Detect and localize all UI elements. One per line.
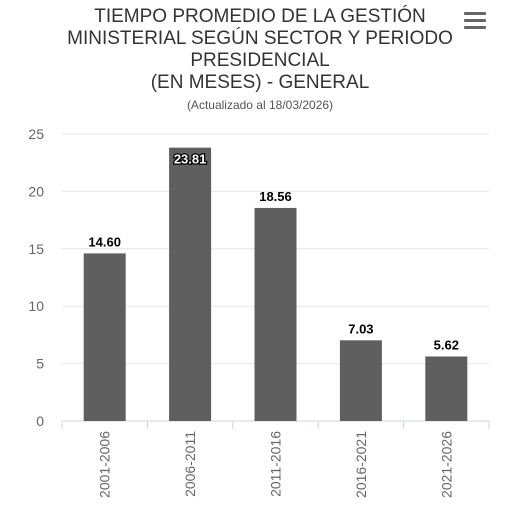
x-tick-label: 2021-2026 [438,431,454,498]
menu-line-icon [464,19,486,22]
x-tick-label: 2006-2011 [182,431,198,497]
y-tick-label: 10 [28,298,44,314]
data-label: 14.60 [88,234,121,249]
y-tick-label: 5 [36,356,44,372]
bar [339,340,382,421]
bar [83,253,126,421]
bar [169,147,212,421]
y-tick-label: 0 [36,413,44,429]
chart-subtitle: (Actualizado al 18/03/2026) [186,98,334,112]
data-label: 7.03 [348,321,373,336]
x-tick-label: 2011-2016 [268,431,284,497]
bar [425,356,468,421]
x-tick-label: 2001-2006 [97,431,113,498]
x-tick-label: 2016-2021 [353,431,369,498]
chart-title-line-4: (EN MESES) - GENERAL [150,72,370,93]
x-axis-ticks: 2001-2006 2006-2011 2011-2016 2016-2021 2021… [61,421,490,498]
y-tick-label: 20 [28,183,44,199]
y-tick-label: 15 [28,241,44,257]
data-label: 23.81 [174,152,207,167]
data-label: 5.62 [434,337,459,352]
menu-line-icon [464,12,486,15]
chart-title-line-1: TIEMPO PROMEDIO DE LA GESTIÓN [94,6,426,27]
chart-title-line-2: MINISTERIAL SEGÚN SECTOR Y PERIODO [67,28,453,49]
bars [83,147,468,421]
bar [254,207,297,421]
chart-title-block: TIEMPO PROMEDIO DE LA GESTIÓN MINISTERIA… [40,6,480,112]
y-tick-label: 25 [28,126,44,142]
data-label: 18.56 [259,189,292,204]
chart-title-line-3: PRESIDENCIAL [190,50,330,71]
data-labels: 14.60 23.81 18.56 7.03 5.62 [88,150,459,352]
hamburger-menu-icon[interactable] [464,12,486,30]
menu-line-icon [464,26,486,29]
y-axis-ticks: 0 5 10 15 20 25 [28,126,44,429]
